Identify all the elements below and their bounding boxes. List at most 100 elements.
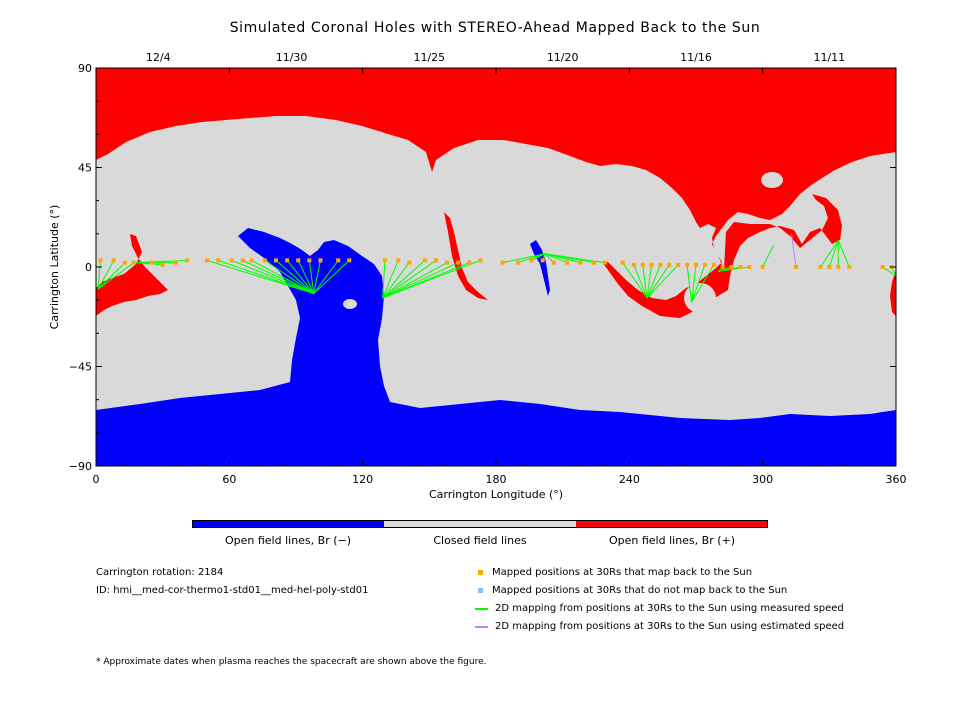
- mapped-point: [818, 265, 823, 269]
- mapped-point: [649, 262, 654, 267]
- mapped-point: [702, 262, 707, 267]
- measured-mapping-line: [264, 259, 315, 294]
- legend-unmapped-label: Mapped positions at 30Rs that do not map…: [492, 585, 788, 596]
- measured-mapping-line: [313, 260, 339, 294]
- measured-mapping-line: [297, 260, 315, 294]
- measured-mapping-line: [646, 264, 661, 299]
- measured-mapping-line: [646, 264, 679, 299]
- mapped-point: [456, 260, 461, 265]
- mapped-point: [760, 265, 765, 269]
- mapped-point: [131, 260, 136, 265]
- measured-mapping-line: [308, 260, 315, 294]
- legend-unmapped-points: Mapped positions at 30Rs that do not map…: [475, 585, 787, 596]
- x-tick-label: 240: [619, 473, 640, 486]
- mapped-point: [274, 258, 278, 263]
- mapped-point: [216, 258, 221, 263]
- mapped-point: [794, 265, 798, 269]
- mapped-point: [602, 260, 607, 265]
- legend-measured-label: 2D mapping from positions at 30Rs to the…: [495, 603, 844, 614]
- mapped-point: [880, 265, 885, 269]
- mapped-point: [229, 258, 234, 263]
- measured-mapping-line: [97, 262, 126, 290]
- mapped-point: [620, 260, 625, 265]
- measured-mapping-line: [313, 260, 350, 294]
- mapped-point: [827, 265, 832, 269]
- top-date-label: 11/16: [680, 51, 712, 64]
- measured-mapping-line: [251, 259, 315, 294]
- mapped-point: [422, 258, 427, 263]
- legend-closed-label: Closed field lines: [433, 534, 527, 547]
- mapped-point: [667, 262, 672, 267]
- mapped-point: [111, 258, 116, 263]
- measured-mapping-line: [286, 260, 315, 294]
- measured-mapping-line: [828, 240, 839, 268]
- mapped-point: [729, 265, 734, 269]
- mapped-point: [578, 260, 583, 265]
- measured-mapping-line: [691, 264, 706, 303]
- closed-island: [343, 299, 357, 309]
- mapped-point: [285, 258, 290, 263]
- closed-island: [684, 283, 716, 313]
- x-tick-label: 180: [486, 473, 507, 486]
- measured-mapping-line: [313, 260, 321, 294]
- colorbar-open-negative: [193, 521, 385, 527]
- measured-mapping-line: [382, 262, 459, 299]
- measured-mapping-line: [718, 266, 750, 272]
- measured-mapping-line: [691, 264, 697, 303]
- mapped-point: [318, 258, 323, 263]
- green-line-icon: [475, 607, 488, 610]
- mapped-point: [658, 262, 663, 267]
- x-axis-label: Carrington Longitude (°): [429, 488, 563, 501]
- purple-line-icon: [475, 625, 488, 628]
- mapped-point: [738, 265, 743, 269]
- open-positive-arm-left: [96, 234, 168, 316]
- x-tick-label: 300: [752, 473, 773, 486]
- measured-mapping-line: [382, 260, 399, 299]
- mapped-point: [98, 258, 103, 263]
- mapped-point: [205, 258, 210, 263]
- tick-labels: 0 60 120 180 240 300 360 90 45 0 −45 −90 12/4 11/30 11…: [69, 51, 907, 486]
- measured-mapping-line: [691, 264, 715, 303]
- mapped-point: [676, 262, 681, 267]
- open-positive-north: [96, 68, 896, 318]
- measured-mapping-line: [837, 240, 850, 268]
- measured-mapping-line: [646, 264, 670, 299]
- mapped-point: [240, 258, 245, 263]
- measured-mapping-line: [382, 260, 386, 298]
- top-date-label: 11/11: [813, 51, 845, 64]
- mapping-lines: [97, 233, 896, 303]
- mapped-points: [98, 258, 894, 269]
- footnote: * Approximate dates when plasma reaches …: [96, 657, 487, 667]
- mapped-point: [720, 265, 725, 269]
- measured-mapping-line: [633, 264, 648, 299]
- mapped-point: [396, 258, 401, 263]
- legend-estimated-label: 2D mapping from positions at 30Rs to the…: [495, 621, 845, 632]
- y-tick-label: 0: [85, 261, 92, 274]
- open-positive-right-edge: [890, 270, 896, 316]
- mapped-point: [565, 260, 570, 265]
- mapped-point: [262, 258, 267, 263]
- measured-mapping-line: [382, 259, 437, 299]
- measured-mapping-line: [518, 253, 546, 264]
- carrington-rotation: Carrington rotation: 2184: [96, 567, 224, 578]
- mapped-point: [336, 258, 341, 263]
- mapped-point: [249, 258, 254, 263]
- measured-mapping-line: [97, 260, 101, 290]
- mapped-point: [407, 260, 412, 265]
- mapped-point: [591, 260, 596, 265]
- x-tick-label: 120: [352, 473, 373, 486]
- x-tick-label: 360: [886, 473, 907, 486]
- mapped-point: [551, 260, 556, 265]
- mapped-point: [296, 258, 301, 263]
- colorbar-closed: [384, 521, 576, 527]
- legend-open-positive-label: Open field lines, Br (+): [608, 534, 736, 547]
- mapped-point: [516, 260, 521, 265]
- measured-mapping-line: [382, 262, 410, 299]
- mapped-point: [529, 258, 534, 263]
- measured-mapping-line: [544, 253, 568, 264]
- mapped-point: [836, 265, 841, 269]
- field-line-colorbar: [192, 520, 768, 528]
- x-tick-label: 0: [93, 473, 100, 486]
- top-date-label: 11/25: [413, 51, 445, 64]
